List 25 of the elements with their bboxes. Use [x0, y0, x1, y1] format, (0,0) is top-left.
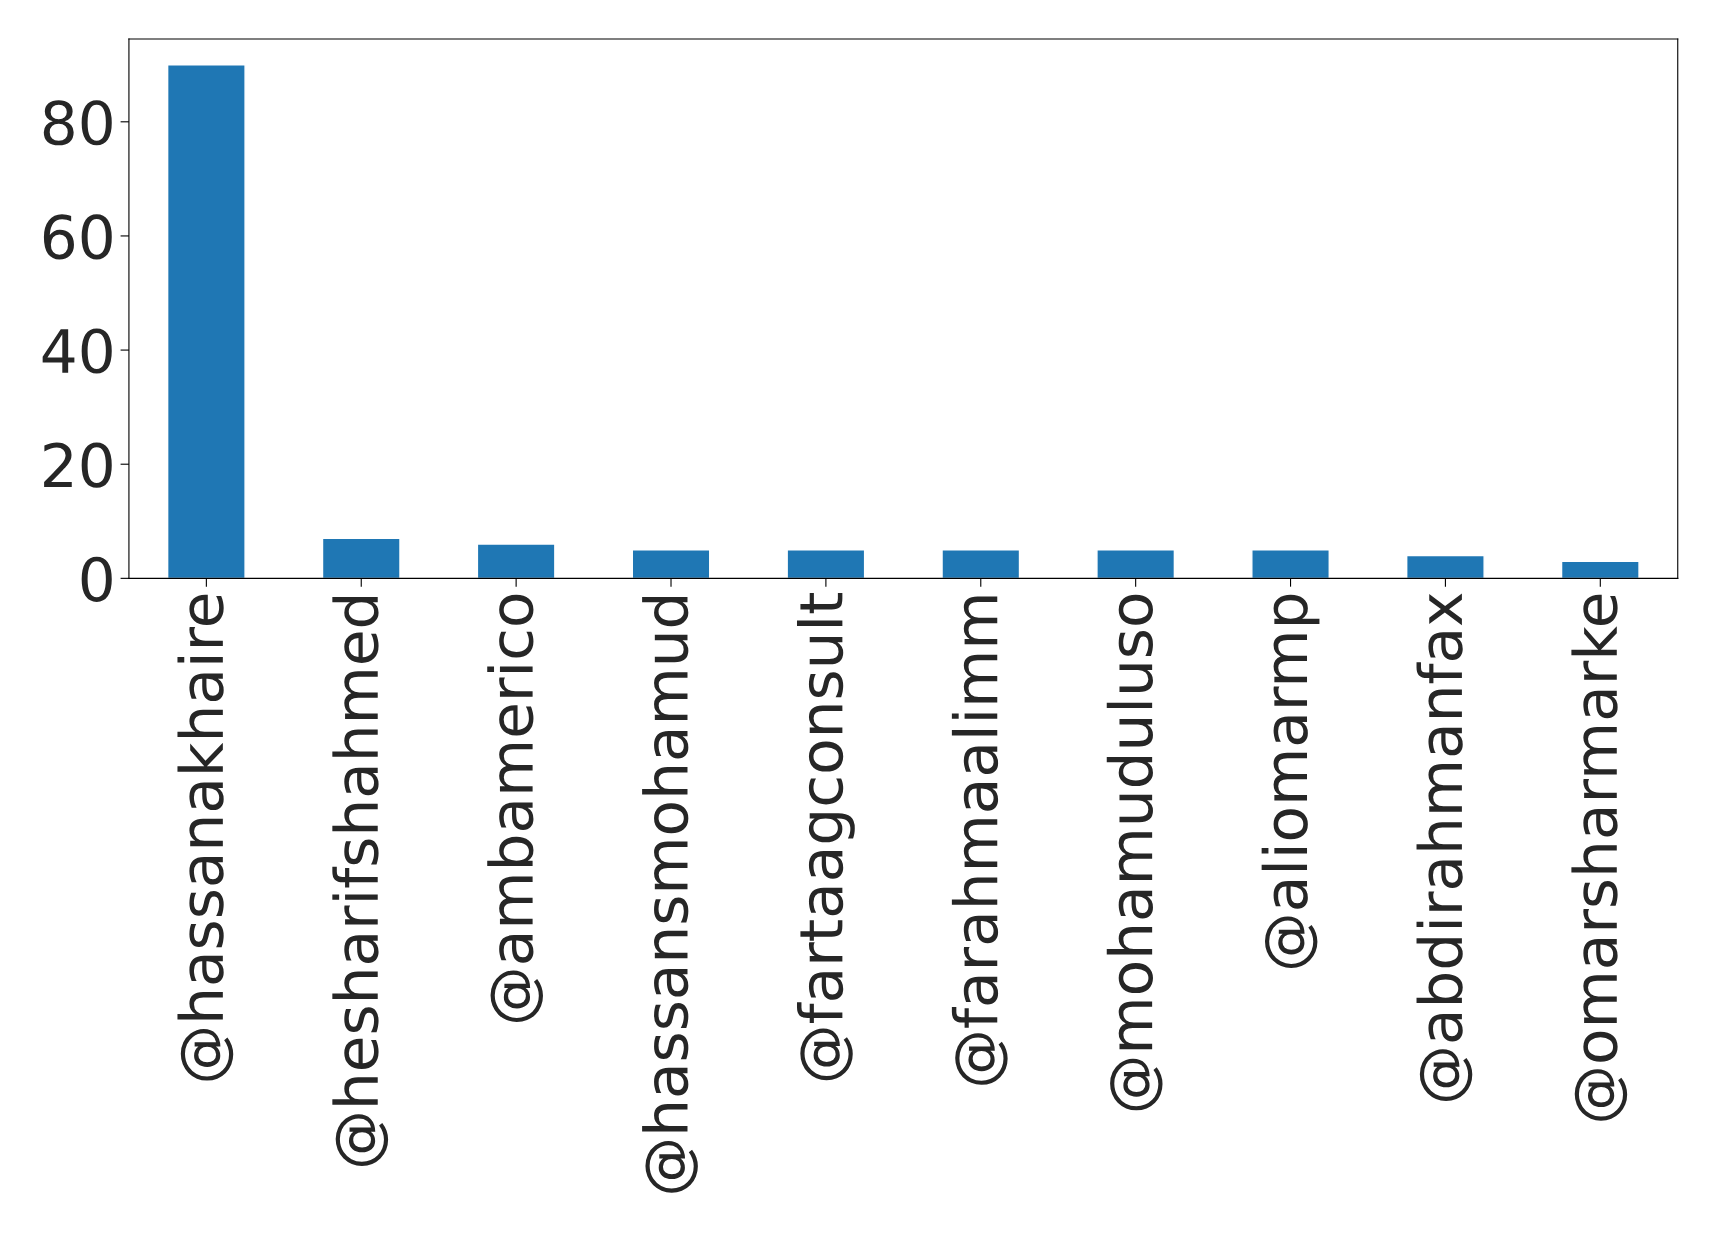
- x-tick-label: @fartaagconsult: [796, 592, 855, 1081]
- bar: [1096, 549, 1176, 579]
- y-tick-label: 0: [81, 556, 112, 602]
- bar: [786, 549, 866, 579]
- bar: [631, 549, 711, 579]
- bar: [1406, 554, 1485, 579]
- x-tick-label: @hesharifshahmed: [332, 596, 389, 1166]
- x-tick-label: @abdirahmanfax: [1416, 593, 1473, 1101]
- y-tick-label: 80: [43, 100, 112, 146]
- bar: [166, 64, 246, 579]
- y-tick-label: 40: [42, 328, 112, 374]
- x-tick-label: @mohamuduluso: [1106, 594, 1163, 1111]
- bar: [1251, 549, 1330, 579]
- y-tick-label: 60: [43, 214, 112, 260]
- x-tick-label: @hassansmohamud: [642, 596, 698, 1193]
- bar: [941, 549, 1021, 579]
- bar: [321, 537, 401, 579]
- x-tick-label: @farahmaalimm: [951, 596, 1008, 1085]
- x-tick-label: @omarsharmarke: [1571, 594, 1628, 1121]
- x-tick-label: @aliomarmp: [1261, 594, 1320, 969]
- y-tick-label: 20: [44, 442, 112, 488]
- bar: [476, 543, 556, 579]
- bar: [1560, 560, 1640, 579]
- x-tick-label: @ambamerico: [487, 594, 543, 1023]
- x-tick-label: @hassanakhaire: [177, 594, 234, 1081]
